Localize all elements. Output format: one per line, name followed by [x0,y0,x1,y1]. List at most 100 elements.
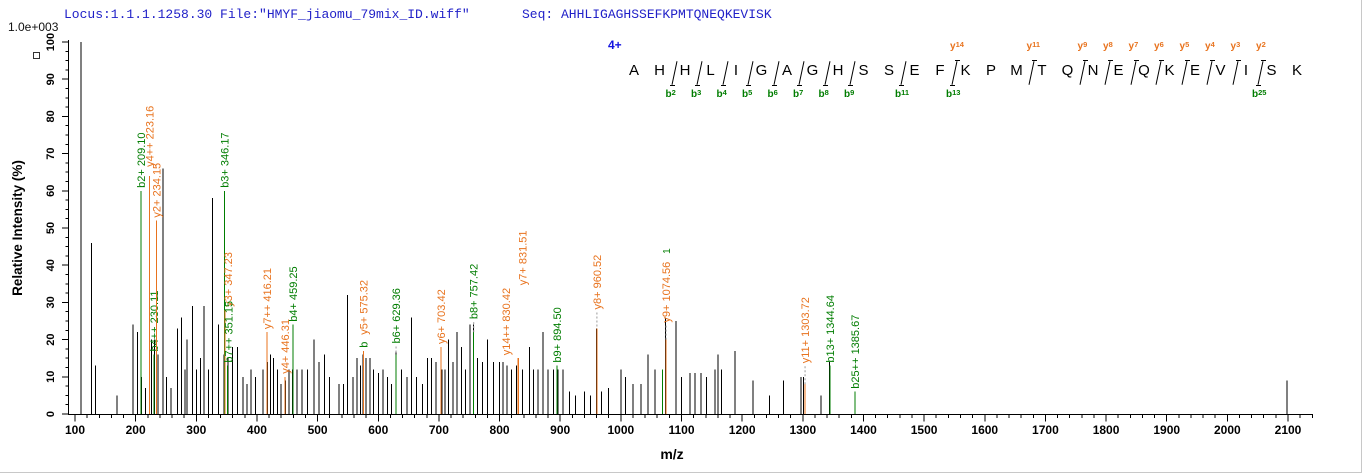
y-tick-label: 100 [45,33,57,51]
x-tick-label: 1700 [1032,423,1059,437]
x-tick-label: 400 [247,423,267,437]
x-tick-label: 200 [126,423,146,437]
b-ion-label: b6 [767,88,778,100]
cleavage-mark [846,60,858,86]
cleavage-mark [1101,60,1113,86]
ion-annotation-b4++: b4++ 230.11 [149,291,161,414]
y-tick-label: 80 [45,110,57,122]
ion-annotation-y11+: y11+ 1303.72 [800,297,812,414]
spectrum-peaks [80,42,1288,414]
intensity-scale-label: 1.0e+003 [8,20,59,34]
x-tick-label: 100 [65,423,85,437]
ion-label: b25++ 1385.67 [850,315,862,389]
ion-annotation-b4+: b4+ 459.25 [288,266,300,414]
cleavage-mark [1127,60,1139,86]
cleavage-mark [948,60,960,86]
sequence-residue: L [706,62,715,79]
cleavage-mark [1203,60,1215,86]
ion-label: y2+ 234.15 [151,163,163,218]
b-ion-label: b13 [946,88,961,100]
ion-annotation-b9+: b9+ 894.50 [552,307,564,414]
y-ion-label: y14 [950,40,964,52]
ion-annotation-b13+: b13+ 1344.64 [825,295,837,414]
ion-label: y11+ 1303.72 [800,297,812,363]
cleavage-mark [719,60,731,86]
x-tick-label: 1000 [607,423,634,437]
ion-annotation-y7++: y7++ 416.21 [262,268,274,414]
sequence-residue: S [883,62,894,79]
x-tick-label: 700 [429,423,449,437]
b-ion-label: b9 [844,88,855,100]
ion-label: b13+ 1344.64 [825,295,837,363]
sequence-residue: T [1037,62,1047,79]
b-ion-label: b7 [793,88,804,100]
y-ion-label: y4 [1205,40,1215,52]
sequence-residue: Q [1138,62,1150,79]
b-ion-label: b25 [1252,88,1267,100]
ion-label: b4++ 230.11 [149,291,161,352]
sequence-residue: E [909,62,920,79]
ion-label-suffix: 1 [662,248,673,254]
ion-annotation-b2+: b2+ 209.10 [136,132,148,414]
y-tick-label: 50 [45,222,57,234]
sequence-residue: A [628,62,639,79]
cleavage-mark [770,60,782,86]
x-tick-label: 1500 [911,423,938,437]
ion-label: y5+ 575.32 [358,280,370,335]
ion-label: y4+ 446.31 [280,319,292,374]
ion-annotation-y2+: y2+ 234.15 [151,163,163,414]
x-tick-label: 600 [368,423,388,437]
sequence-residue: G [806,62,819,79]
sequence-residue: E [1189,62,1200,79]
sequence-residue: S [1266,62,1277,79]
sequence-residue: H [832,62,844,79]
x-tick-label: 300 [186,423,206,437]
sequence-residue: F [935,62,945,79]
ion-label: b3+ 346.17 [219,132,231,187]
sequence-residue: E [1113,62,1124,79]
ion-label: b2+ 209.10 [136,132,148,187]
y-ion-label: y9 [1077,40,1088,52]
ion-annotation-y8+: y8+ 960.52 [592,255,604,414]
ion-label: y14++ 830.42 [501,288,513,355]
cleavage-mark [1178,60,1190,86]
y-tick-label: 60 [45,185,57,197]
cleavage-mark [821,60,833,86]
sequence-residue: K [1291,62,1302,79]
ion-label: b9+ 894.50 [552,307,564,362]
b-ion-label: b8 [818,88,829,100]
ion-label: b8+ 757.42 [469,264,481,319]
cleavage-mark [1076,60,1088,86]
ion-annotation-b8+: b8+ 757.42 [469,264,481,414]
b-ion-label: b11 [895,88,910,100]
x-tick-label: 2000 [1214,423,1241,437]
ion-annotation-y4+: y4+ 446.31 [280,319,292,414]
ion-annotation-y3+: y3+ 347.23 [223,252,235,414]
y-ion-label: y8 [1103,40,1113,52]
x-tick-label: 1600 [971,423,998,437]
b-ion-label: b3 [691,88,702,100]
sequence-residue: I [1243,62,1249,79]
ion-label: b7++ 351.15 [223,301,235,363]
y-axis: 0 10 20 30 40 50 60 70 80 90 100 [45,33,69,417]
x-tick-label: 500 [308,423,328,437]
y-axis-title: Relative Intensity (%) [10,160,25,296]
sequence-residue: Q [1061,62,1074,79]
y-ion-label: y6 [1154,40,1164,52]
y-tick-label: 20 [45,333,57,345]
x-axis: 100 200 300 400 500 600 700 800 900 1000 1100 1200 1… [65,414,1313,437]
b-ion-label: b5 [742,88,753,100]
header-locus-file-text: Locus:1.1.1.1258.30 File:"HMYF_jiaomu_79… [64,7,470,22]
sequence-residue: A [781,62,792,79]
ion-annotation-y9+: y9+ 1074.56 1 [661,248,673,414]
x-tick-label: 900 [550,423,570,437]
y-ion-label: y7 [1128,40,1139,52]
precursor-charge-label: 4+ [608,38,622,52]
x-tick-label: 1900 [1153,423,1180,437]
cleavage-mark [1025,60,1037,86]
x-tick-label: 1400 [850,423,877,437]
ion-annotation-y4++: y4++ 223.16 [145,106,157,414]
